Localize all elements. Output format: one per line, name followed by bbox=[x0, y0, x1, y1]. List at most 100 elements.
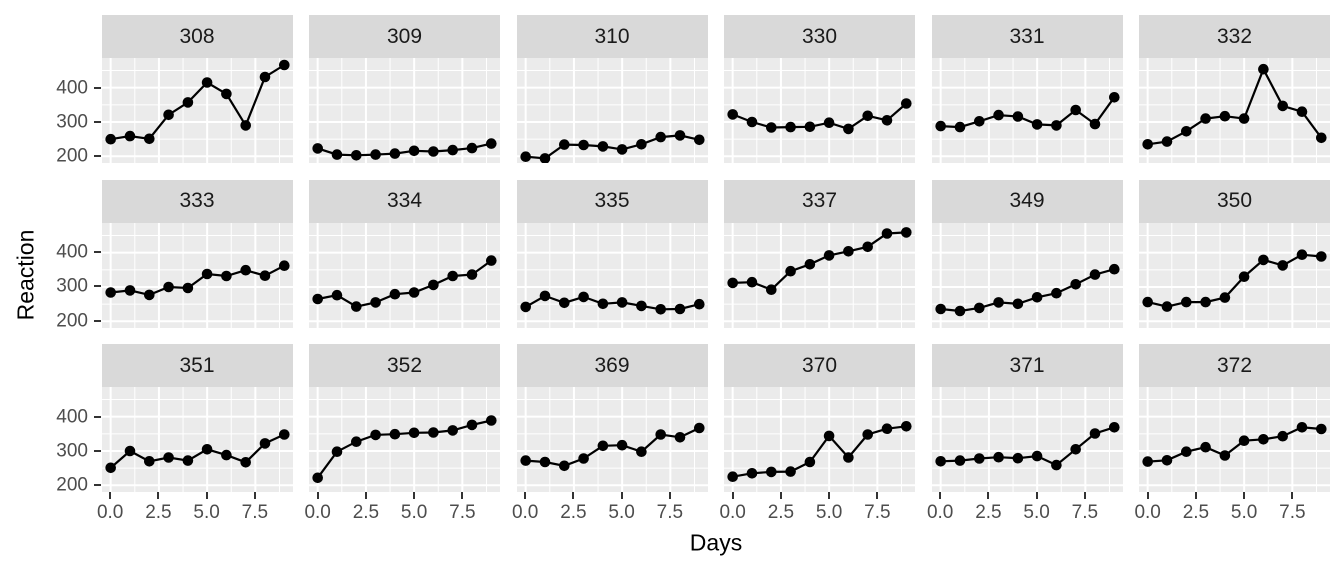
data-point bbox=[278, 59, 290, 71]
data-point bbox=[804, 121, 816, 133]
x-axis-title: Days bbox=[689, 529, 743, 556]
x-tick-label: 0.0 bbox=[96, 502, 124, 523]
data-point bbox=[331, 289, 343, 300]
y-tick-mark bbox=[93, 484, 101, 487]
facet-panel-372 bbox=[1139, 387, 1330, 492]
facet-strip-309: 309 bbox=[309, 15, 500, 58]
facet-strip-label: 350 bbox=[1216, 189, 1253, 212]
x-tick-label: 0.0 bbox=[511, 502, 539, 523]
data-point bbox=[862, 429, 873, 440]
data-point bbox=[447, 270, 458, 281]
x-tick-label: 2.5 bbox=[145, 502, 172, 523]
data-point bbox=[124, 445, 135, 457]
data-point bbox=[408, 145, 420, 157]
facet-panel-352 bbox=[309, 387, 500, 492]
x-tick-mark bbox=[316, 492, 319, 499]
data-point bbox=[220, 270, 232, 281]
facet-panel-310 bbox=[516, 58, 708, 163]
data-point bbox=[766, 122, 777, 133]
data-point bbox=[766, 466, 777, 478]
x-tick-label: 5.0 bbox=[400, 502, 428, 523]
facet-panel-332 bbox=[1139, 58, 1330, 163]
x-tick-mark bbox=[364, 492, 367, 499]
data-point bbox=[1316, 132, 1327, 144]
facet-panel-351 bbox=[101, 387, 293, 492]
data-point bbox=[1012, 111, 1023, 122]
data-point bbox=[162, 109, 174, 121]
data-point bbox=[519, 455, 531, 466]
facet-strip-350: 350 bbox=[1139, 179, 1330, 223]
series-line bbox=[525, 427, 700, 467]
series-line bbox=[317, 259, 492, 308]
y-tick-label: 400 bbox=[56, 241, 88, 263]
data-point bbox=[1142, 139, 1153, 150]
data-point bbox=[1089, 268, 1100, 280]
data-point bbox=[278, 259, 290, 271]
facet-panel-337 bbox=[724, 222, 915, 328]
data-point bbox=[616, 296, 627, 308]
data-point bbox=[201, 268, 212, 279]
x-tick-label: 0.0 bbox=[926, 502, 954, 523]
x-tick-label: 7.5 bbox=[1279, 502, 1306, 523]
x-tick-label: 2.5 bbox=[560, 502, 587, 523]
x-tick-label: 5.0 bbox=[1230, 502, 1258, 523]
series-line bbox=[732, 425, 907, 478]
data-point bbox=[466, 268, 478, 280]
data-point bbox=[1142, 296, 1153, 307]
data-point bbox=[616, 144, 627, 155]
data-point bbox=[674, 303, 685, 314]
data-point bbox=[992, 296, 1004, 308]
data-point bbox=[1031, 291, 1042, 303]
data-point bbox=[239, 457, 251, 468]
data-point bbox=[934, 303, 946, 314]
data-point bbox=[616, 439, 627, 451]
x-tick-label: 2.5 bbox=[1182, 502, 1210, 523]
x-tick-mark bbox=[1243, 492, 1246, 499]
series-line bbox=[109, 433, 285, 469]
data-point bbox=[1181, 296, 1192, 307]
data-point bbox=[389, 428, 401, 440]
data-point bbox=[1142, 456, 1153, 467]
y-tick-label: 400 bbox=[56, 77, 88, 99]
facet-panel-334 bbox=[309, 222, 500, 328]
data-point bbox=[182, 282, 193, 293]
data-point bbox=[201, 444, 212, 455]
x-tick-mark bbox=[205, 492, 208, 499]
data-point bbox=[992, 109, 1004, 121]
data-point bbox=[1219, 110, 1231, 122]
data-point bbox=[635, 446, 647, 457]
facet-strip-371: 371 bbox=[931, 344, 1123, 387]
data-point bbox=[862, 110, 873, 122]
x-tick-label: 2.5 bbox=[975, 502, 1002, 523]
x-tick-mark bbox=[1146, 492, 1149, 499]
data-point bbox=[143, 289, 155, 300]
data-point bbox=[1258, 63, 1269, 75]
facet-strip-370: 370 bbox=[724, 344, 915, 387]
x-tick-mark bbox=[572, 492, 575, 499]
facet-strip-351: 351 bbox=[101, 344, 293, 387]
data-point bbox=[823, 249, 835, 261]
data-point bbox=[182, 455, 193, 466]
facet-strip-label: 370 bbox=[801, 353, 838, 377]
y-tick-mark bbox=[93, 415, 101, 418]
data-point bbox=[143, 456, 155, 467]
x-tick-label: 7.5 bbox=[864, 502, 891, 523]
data-point bbox=[447, 144, 458, 156]
facet-strip-label: 352 bbox=[386, 353, 423, 377]
facet-strip-label: 371 bbox=[1009, 353, 1045, 377]
data-point bbox=[1200, 113, 1211, 124]
data-point bbox=[954, 121, 965, 133]
data-point bbox=[239, 264, 251, 275]
y-tick-label: 300 bbox=[56, 111, 88, 133]
data-point bbox=[823, 117, 835, 128]
y-tick-label: 200 bbox=[56, 310, 88, 332]
data-point bbox=[558, 460, 570, 472]
facet-strip-label: 369 bbox=[594, 353, 630, 377]
data-point bbox=[1161, 455, 1173, 466]
data-point bbox=[351, 436, 362, 447]
x-tick-mark bbox=[109, 492, 112, 499]
series-line bbox=[1147, 253, 1322, 308]
data-point bbox=[259, 71, 270, 83]
facet-strip-label: 334 bbox=[386, 189, 423, 212]
data-point bbox=[539, 456, 550, 468]
